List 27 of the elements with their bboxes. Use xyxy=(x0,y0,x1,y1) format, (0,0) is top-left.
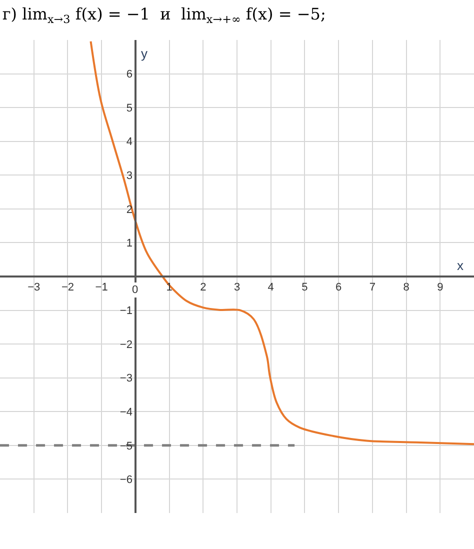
x-tick-label: 3 xyxy=(234,281,240,294)
x-tick-label: −1 xyxy=(95,281,108,294)
y-tick-label: −3 xyxy=(120,372,132,385)
y-tick-label: −1 xyxy=(120,305,132,318)
y-tick-label: 5 xyxy=(126,102,132,114)
x-tick-label: −2 xyxy=(61,281,74,294)
x-tick-label: 9 xyxy=(437,281,444,294)
y-tick-label: −5 xyxy=(120,440,132,452)
x-tick-label: 5 xyxy=(302,281,308,294)
x-tick-label: 7 xyxy=(369,281,376,294)
x-tick-label: 2 xyxy=(200,281,206,294)
y-tick-label: −6 xyxy=(120,474,132,486)
y-tick-label: −4 xyxy=(120,406,132,418)
x-tick-label: 6 xyxy=(336,281,342,294)
x-tick-label: 8 xyxy=(403,281,410,294)
chart-title: г) lim$_{x→3}$ f(x) = −1 и lim$_{x→+∞}$ f(x) = −5; xyxy=(2,4,326,26)
y-tick-label: 3 xyxy=(126,170,132,182)
y-axis-title: y xyxy=(141,46,148,61)
y-tick-label: 2 xyxy=(126,204,132,216)
y-tick-label: 4 xyxy=(126,136,132,148)
x-tick-label: 0 xyxy=(132,284,138,296)
x-tick-label: −3 xyxy=(28,281,40,294)
x-axis-title: x xyxy=(457,258,464,273)
y-tick-label: 1 xyxy=(126,238,132,250)
y-tick-label: 6 xyxy=(126,68,132,81)
y-tick-label: −2 xyxy=(120,338,132,351)
x-tick-label: 4 xyxy=(268,281,274,294)
